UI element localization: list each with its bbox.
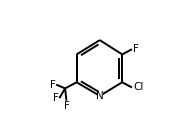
Text: F: F [63, 101, 69, 111]
Bar [97, 92, 103, 100]
Text: F: F [50, 80, 55, 90]
Text: F: F [53, 93, 59, 103]
Text: N: N [96, 91, 104, 101]
Text: Cl: Cl [133, 82, 143, 92]
Text: F: F [133, 44, 139, 54]
